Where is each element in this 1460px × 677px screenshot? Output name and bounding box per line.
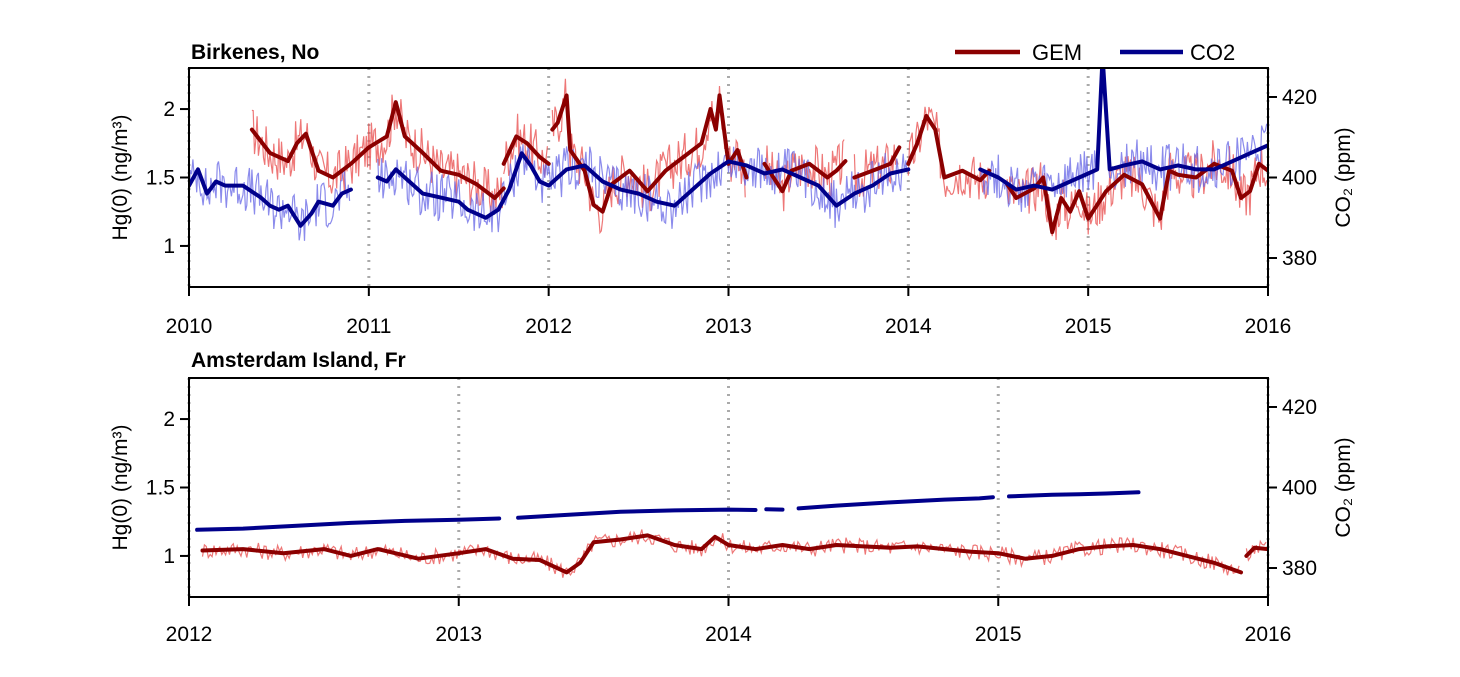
x-tick-label: 2013 <box>435 623 482 646</box>
y-left-tick-label: 1.5 <box>146 167 175 190</box>
y-left-tick-label: 2 <box>163 98 175 121</box>
y-left-tick-label: 1.5 <box>146 477 175 500</box>
x-tick-label: 2011 <box>346 315 391 338</box>
x-tick-label: 2014 <box>705 623 752 646</box>
y-right-tick-label: 420 <box>1282 396 1317 419</box>
series-line-co2 <box>1007 490 1141 499</box>
raw-trace-gem <box>201 529 1240 578</box>
x-tick-label: 2012 <box>525 315 572 338</box>
plot-area <box>189 68 1268 241</box>
panel-amsterdam-island: 2012 2013 2014 2015 2016 1 1.5 2 380 400 420 Amster… <box>109 349 1355 646</box>
y-axis-label-right: CO₂ (ppm) <box>1332 127 1355 227</box>
series-line-gem <box>1244 545 1268 558</box>
x-tick-label: 2015 <box>1065 315 1112 338</box>
raw-trace-gem <box>907 106 989 200</box>
series-line-co2 <box>978 68 1268 192</box>
x-tick-label: 2010 <box>166 315 213 338</box>
series-line-co2 <box>796 495 995 511</box>
legend-label-co2: CO2 <box>1190 40 1235 65</box>
x-tick-label: 2015 <box>975 623 1022 646</box>
series-line-co2 <box>516 507 758 520</box>
raw-trace-co2 <box>377 142 908 233</box>
y-right-tick-label: 380 <box>1282 557 1317 580</box>
series-line-gem <box>906 113 992 183</box>
series-line-gem <box>501 134 551 166</box>
panel-birkenes: 2010 2011 2012 2013 2014 2015 2016 1 1.5 2 380 400 4… <box>109 41 1355 338</box>
y-left-tick-label: 1 <box>163 235 175 258</box>
series-line-co2 <box>195 516 502 532</box>
raw-trace-gem <box>1245 539 1267 562</box>
y-right-tick-label: 400 <box>1282 477 1317 500</box>
series-line-gem <box>249 100 506 200</box>
x-tick-label: 2016 <box>1245 623 1292 646</box>
y-left-tick-label: 1 <box>163 545 175 568</box>
plot-area <box>195 490 1268 578</box>
series-line-gem <box>852 145 902 180</box>
series-line-gem <box>200 533 1243 575</box>
series-line-gem <box>1005 161 1268 235</box>
y-axis-label-left: Hg(0) (ng/m³) <box>109 114 132 240</box>
y-axis-label-right: CO₂ (ppm) <box>1332 437 1355 537</box>
raw-trace-co2 <box>189 159 351 241</box>
series-line-co2 <box>375 151 911 220</box>
x-tick-label: 2013 <box>705 315 752 338</box>
series-line-gem <box>762 159 848 194</box>
x-tick-label: 2016 <box>1245 315 1292 338</box>
x-tick-label: 2012 <box>166 623 213 646</box>
panel-title: Birkenes, No <box>191 41 319 64</box>
y-right-tick-label: 420 <box>1282 86 1317 109</box>
x-tick-label: 2014 <box>885 315 932 338</box>
legend-label-gem: GEM <box>1032 40 1082 65</box>
series-line-co2 <box>189 167 353 228</box>
legend: GEM CO2 <box>955 40 1235 65</box>
y-right-tick-label: 380 <box>1282 247 1317 270</box>
y-right-tick-label: 400 <box>1282 167 1317 190</box>
y-left-tick-label: 2 <box>163 408 175 431</box>
panel-title: Amsterdam Island, Fr <box>191 349 406 372</box>
y-axis-label-left: Hg(0) (ng/m³) <box>109 424 132 550</box>
raw-trace-gem <box>551 78 746 235</box>
series-line-gem <box>550 93 749 214</box>
